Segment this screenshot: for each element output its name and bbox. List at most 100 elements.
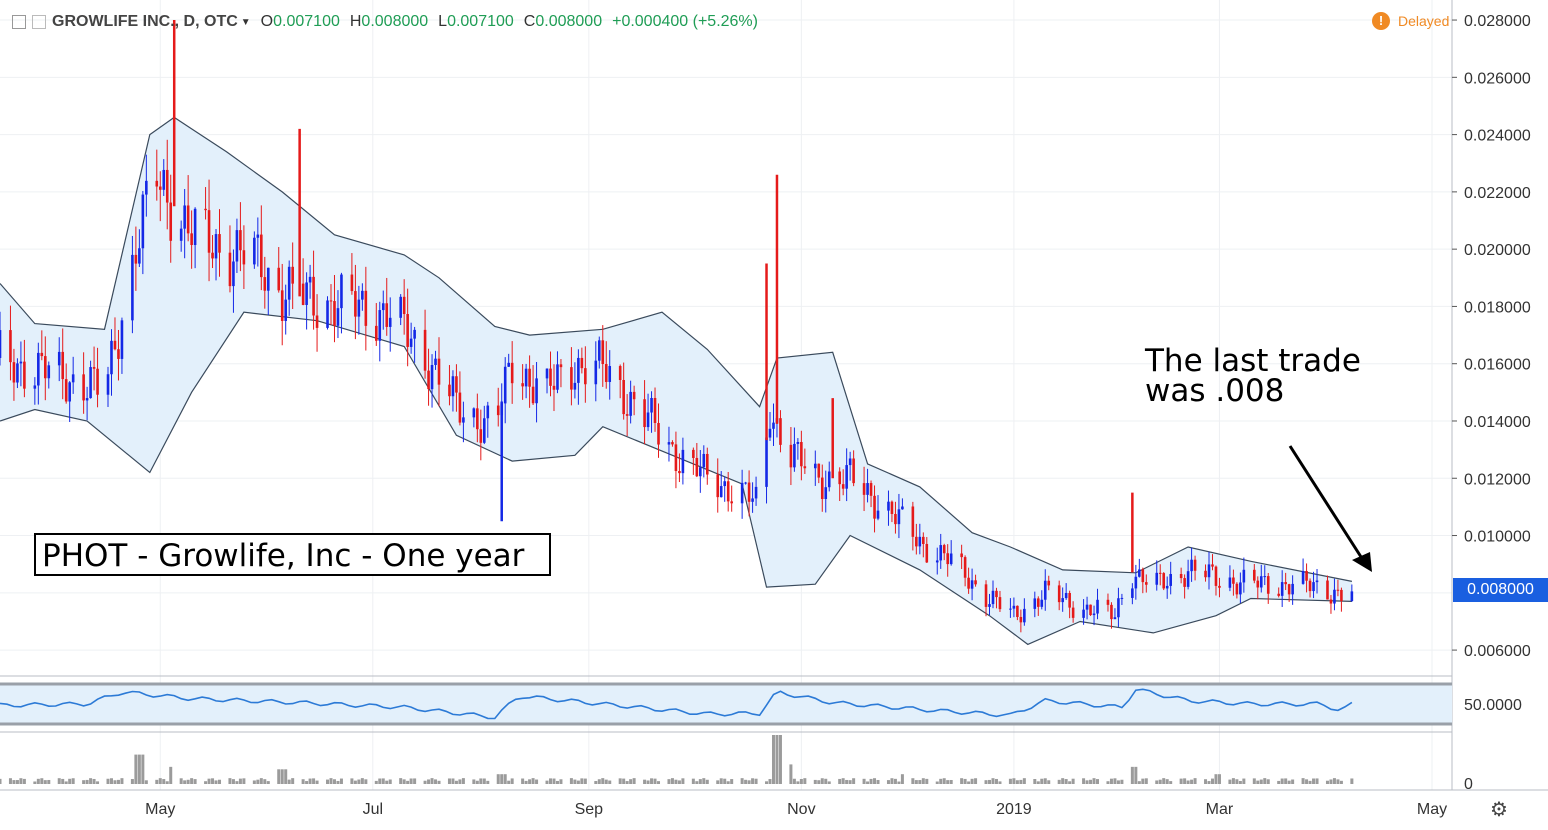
price-tick-label: 0.026000 <box>1464 70 1531 87</box>
volume-bar <box>1068 781 1072 784</box>
expand-icon[interactable] <box>12 15 26 29</box>
candle-body <box>242 250 246 265</box>
candle-body <box>305 282 308 305</box>
volume-bar <box>211 778 215 784</box>
candle-body <box>608 366 612 382</box>
candle-body <box>1266 576 1270 594</box>
candle-body <box>901 506 904 510</box>
volume-bar <box>657 781 661 784</box>
volume-bar <box>64 781 68 784</box>
volume-bar <box>580 778 584 784</box>
volume-bar <box>503 774 507 784</box>
candle-body <box>876 510 880 519</box>
volume-bar <box>1064 779 1068 784</box>
volume-bar <box>535 779 539 784</box>
volume-bar <box>792 778 796 784</box>
volume-bar <box>991 778 995 784</box>
volume-bar <box>1019 779 1023 784</box>
candle-body <box>162 169 166 190</box>
volume-bar <box>1329 779 1333 784</box>
volume-bar <box>360 778 364 784</box>
volume-bar <box>252 780 256 784</box>
volume-bar <box>120 778 124 784</box>
candle-body <box>1155 572 1159 585</box>
candle-body <box>1333 589 1336 604</box>
volume-bar <box>827 781 831 784</box>
volume-bar <box>838 778 842 784</box>
candle-body <box>873 495 876 519</box>
volume-bar <box>866 781 870 784</box>
candle-body <box>1242 569 1246 583</box>
candle-body <box>113 340 117 350</box>
symbol-selector[interactable]: GROWLIFE INC., D, OTC <box>52 13 238 30</box>
price-tick-label: 0.014000 <box>1464 414 1531 431</box>
candle-body <box>1144 582 1148 585</box>
candle-body <box>845 465 848 489</box>
candle-body <box>984 584 988 607</box>
volume-bar <box>68 778 72 784</box>
volume-bar <box>500 774 504 784</box>
volume-bar <box>775 735 779 784</box>
candle-body <box>218 234 221 253</box>
volume-bar <box>1141 778 1145 784</box>
candle-body <box>106 374 110 395</box>
volume-bar <box>141 754 145 784</box>
volume-bar <box>204 781 208 784</box>
volume-bar <box>848 780 852 784</box>
candle-body <box>803 466 807 469</box>
volume-bar <box>1113 778 1117 784</box>
volume-bar <box>472 779 476 784</box>
gear-icon[interactable]: ⚙ <box>1490 799 1508 821</box>
volume-bar <box>364 779 368 784</box>
volume-bar <box>1312 778 1316 784</box>
candle-body <box>939 545 943 561</box>
time-tick-label: May <box>145 801 175 818</box>
volume-bar <box>406 780 410 784</box>
candle-body <box>33 385 37 389</box>
volume-bar <box>308 778 312 784</box>
candle-body <box>479 429 483 443</box>
candle-body <box>597 340 601 361</box>
candle-body <box>510 362 514 384</box>
candle-body <box>1312 582 1315 592</box>
annotation-note[interactable]: The last trade was .008 <box>1145 343 1361 409</box>
volume-bar <box>214 780 218 784</box>
volume-bar <box>381 778 385 784</box>
delayed-badge[interactable]: ! Delayed <box>1372 12 1449 30</box>
volume-bar <box>423 780 427 784</box>
volume-bar <box>434 779 438 784</box>
collapse-icon[interactable] <box>32 15 46 29</box>
bollinger-lower <box>0 311 1352 646</box>
annotation-box[interactable]: PHOT - Growlife, Inc - One year <box>34 533 551 576</box>
volume-bar <box>1022 778 1026 784</box>
volume-bar <box>754 778 758 784</box>
candle-body <box>580 357 584 369</box>
annotation-arrow-head <box>1352 552 1372 572</box>
volume-bar <box>799 778 803 784</box>
volume-bar <box>789 764 793 784</box>
candle-body <box>312 276 315 316</box>
volume-bar <box>430 778 434 784</box>
volume-bar <box>339 778 343 784</box>
volume-bar <box>629 779 633 784</box>
chevron-down-icon[interactable]: ▼ <box>240 16 251 28</box>
candle-body <box>9 330 12 363</box>
candle-body <box>158 186 162 190</box>
volume-bar <box>740 778 744 784</box>
volume-bar <box>765 781 769 784</box>
volume-bar <box>1228 779 1232 784</box>
volume-bar <box>22 778 26 784</box>
volume-bar <box>158 778 162 784</box>
volume-bar <box>890 778 894 784</box>
volume-bar <box>61 778 65 784</box>
candle-body <box>253 237 256 265</box>
candle-body <box>145 180 148 195</box>
volume-bar <box>796 781 800 784</box>
candle-body <box>138 248 141 264</box>
volume-bar <box>454 780 458 784</box>
candle-body <box>448 384 451 397</box>
candle-body <box>1218 585 1221 588</box>
volume-bar <box>1308 780 1312 784</box>
volume-bar <box>8 778 12 784</box>
